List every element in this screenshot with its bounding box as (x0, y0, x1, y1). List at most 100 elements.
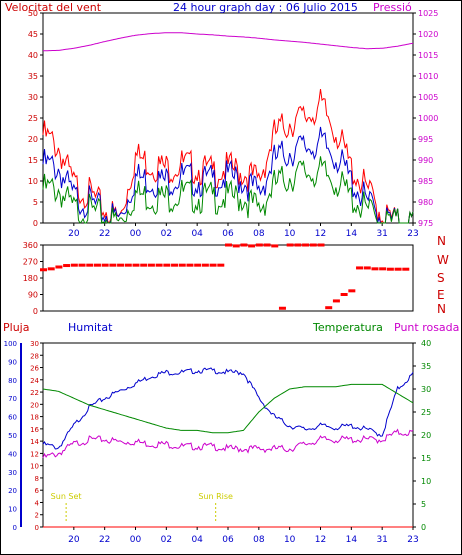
compass-label-n: N (437, 234, 446, 248)
pressure-tick-label: 1020 (418, 30, 438, 39)
wind-x-tick-label: 08 (253, 229, 265, 239)
direction-point (124, 263, 132, 267)
wind-tick-label: 25 (28, 114, 38, 123)
wind-x-tick-label: 31 (376, 229, 387, 239)
sun-annotation: Sun Rise (198, 492, 233, 501)
humidity-tick-label: 22 (30, 389, 39, 397)
direction-point (325, 306, 333, 310)
bottom-x-tick-label: 23 (407, 535, 418, 545)
wind-tick-label: 0 (33, 219, 38, 228)
direction-point (386, 267, 394, 271)
compass-label-e: E (437, 288, 445, 302)
direction-point (348, 289, 356, 293)
pressure-tick-label: 1000 (418, 114, 438, 123)
humidity-tick-label: 14 (30, 438, 39, 446)
direction-point (263, 243, 271, 247)
humidity-tick-label: 16 (30, 426, 39, 434)
direction-point (248, 244, 256, 248)
direction-point (186, 263, 194, 267)
direction-point (140, 263, 148, 267)
humidity-tick-label: 24 (30, 377, 39, 385)
humidity-tick-label: 26 (30, 365, 39, 373)
wind-x-tick-label: 14 (346, 229, 358, 239)
wind-tick-label: 40 (28, 51, 38, 60)
direction-point (240, 243, 248, 247)
rain-tick-label: 100 (4, 340, 17, 348)
direction-point (309, 243, 317, 247)
temperature-tick-label: 20 (421, 431, 431, 440)
humidity-label: Humitat (68, 321, 113, 334)
direction-point (155, 263, 163, 267)
wind-series-minima (42, 156, 414, 224)
wind-tick-label: 20 (28, 135, 38, 144)
wind-tick-label: 45 (28, 30, 38, 39)
bottom-x-tick-label: 08 (253, 535, 265, 545)
wind-tick-label: 50 (28, 9, 38, 18)
direction-tick-label: 180 (23, 274, 38, 283)
rain-label: Pluja (3, 321, 29, 334)
pressure-tick-label: 985 (418, 177, 433, 186)
direction-point (47, 267, 55, 271)
temperature-label: Temperatura (312, 321, 383, 334)
temperature-tick-label: 40 (421, 339, 431, 348)
direction-point (371, 267, 379, 271)
bottom-x-tick-label: 04 (191, 535, 203, 545)
bottom-x-tick-label: 14 (346, 535, 358, 545)
bottom-x-tick-label: 00 (130, 535, 142, 545)
humidity-tick-label: 2 (35, 512, 39, 520)
humidity-tick-label: 0 (35, 524, 39, 532)
rain-tick-label: 20 (8, 487, 17, 495)
bottom-x-tick-label: 10 (284, 535, 296, 545)
direction-tick-label: 0 (33, 307, 38, 316)
humidity-tick-label: 12 (30, 450, 39, 458)
bottom-x-tick-label: 20 (68, 535, 80, 545)
direction-point (40, 268, 47, 272)
humidity-tick-label: 20 (30, 401, 39, 409)
direction-point (132, 263, 140, 267)
direction-point (363, 266, 371, 270)
direction-point (255, 243, 263, 247)
direction-point (302, 243, 310, 247)
direction-point (194, 263, 202, 267)
pressure-tick-label: 995 (418, 135, 433, 144)
direction-point (178, 263, 186, 267)
humidity-tick-label: 8 (35, 475, 39, 483)
direction-point (232, 244, 240, 248)
direction-point (332, 299, 340, 303)
rain-tick-label: 90 (8, 358, 17, 366)
direction-point (93, 263, 101, 267)
wind-x-tick-label: 20 (68, 229, 80, 239)
humidity-tick-label: 6 (35, 487, 40, 495)
temperature-tick-label: 30 (421, 385, 431, 394)
direction-point (317, 243, 325, 247)
dewpoint-label: Punt rosada (394, 321, 459, 334)
wind-tick-label: 10 (28, 177, 38, 186)
pressure-tick-label: 990 (418, 156, 433, 165)
direction-point (70, 263, 78, 267)
wind-tick-label: 30 (28, 93, 38, 102)
wind-x-tick-label: 22 (99, 229, 110, 239)
wind-x-tick-label: 23 (407, 229, 418, 239)
chart-title: 24 hour graph day : 06 Julio 2015 (173, 1, 358, 14)
direction-point (101, 263, 109, 267)
wind-x-tick-label: 06 (222, 229, 234, 239)
direction-point (55, 265, 63, 269)
wind-series-ratxa (42, 89, 414, 224)
humidity-tick-label: 4 (35, 499, 40, 507)
wind-x-tick-label: 12 (315, 229, 326, 239)
direction-point (171, 263, 179, 267)
direction-point (217, 263, 225, 267)
pressure-tick-label: 1015 (418, 51, 438, 60)
direction-point (402, 267, 410, 271)
pressure-tick-label: 980 (418, 198, 433, 207)
temperature-tick-label: 35 (421, 362, 431, 371)
direction-tick-label: 360 (23, 241, 38, 250)
rain-tick-label: 30 (8, 469, 17, 477)
compass-label-n: N (437, 302, 446, 316)
bottom-x-tick-label: 06 (222, 535, 234, 545)
direction-point (78, 263, 86, 267)
rain-tick-label: 70 (8, 395, 17, 403)
humidity-tick-label: 10 (30, 463, 39, 471)
direction-tick-label: 90 (28, 291, 38, 300)
